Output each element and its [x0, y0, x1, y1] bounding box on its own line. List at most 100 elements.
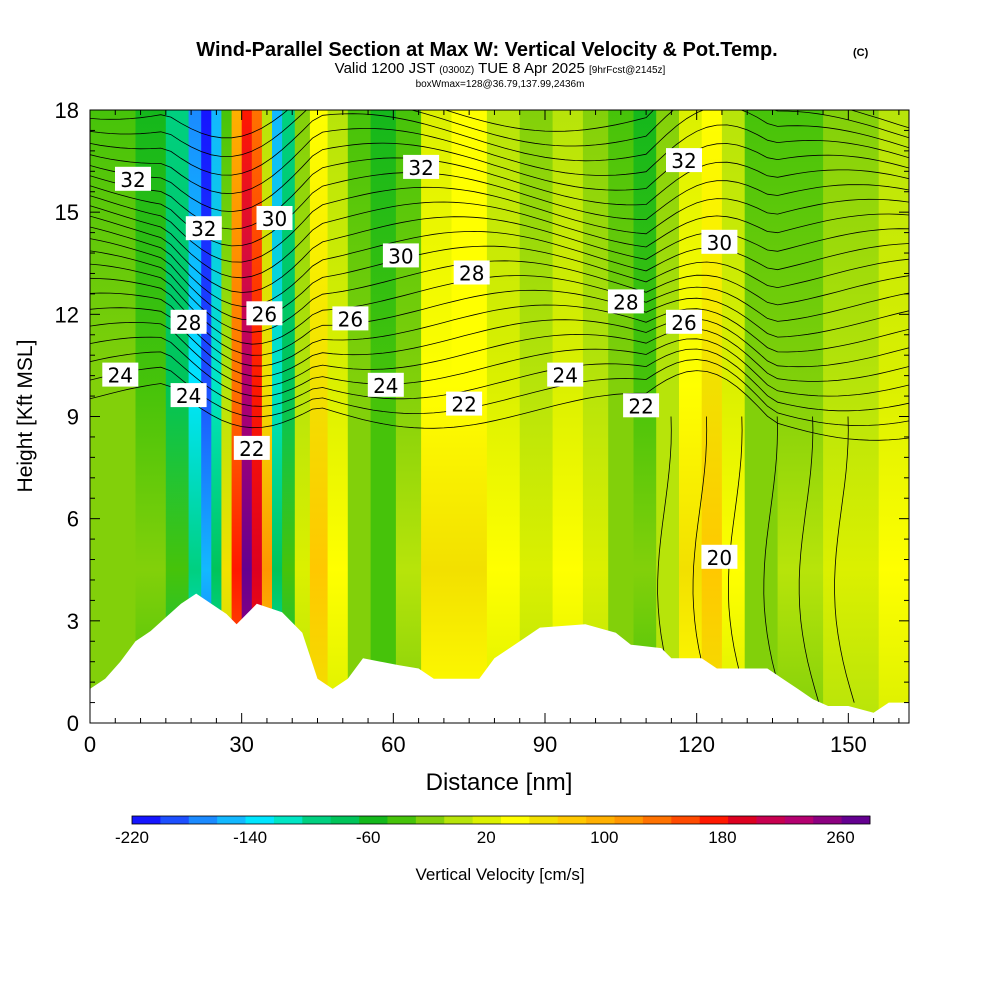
velocity-strip: [294, 110, 311, 723]
contour-label-text: 26: [338, 307, 363, 331]
colorbar-swatch: [557, 816, 587, 824]
colorbar-frame: [131, 815, 871, 825]
isentrope-line: [90, 186, 909, 263]
contour-label: 26: [332, 306, 369, 331]
contour-label: 24: [367, 372, 404, 398]
colorbar-swatch: [728, 816, 757, 824]
contour-label-box: [256, 206, 293, 230]
contour-label: 30: [701, 229, 738, 255]
contour-label-text: 24: [176, 384, 201, 408]
contour-label-box: [185, 216, 222, 241]
colorbar-swatch: [813, 816, 843, 824]
y-tick-label: 6: [67, 507, 79, 532]
contour-label: 32: [185, 216, 222, 241]
contour-label-text: 28: [176, 311, 201, 335]
contour-label: 28: [453, 260, 490, 286]
contour-label-box: [170, 383, 207, 408]
y-tick-label: 9: [67, 405, 79, 430]
colorbar-swatch: [642, 816, 672, 824]
velocity-strip: [395, 110, 422, 723]
velocity-strip: [347, 110, 372, 723]
velocity-strip: [221, 110, 233, 723]
isentrope-line: [90, 370, 909, 441]
isentrope-line: [90, 110, 909, 157]
contour-label: 22: [233, 435, 270, 461]
x-tick-label: 30: [229, 732, 253, 757]
velocity-strip: [656, 110, 680, 723]
contour-label-text: 28: [459, 262, 484, 286]
isentrope-line: [90, 292, 909, 367]
contour-label-box: [607, 289, 644, 314]
velocity-strip: [188, 110, 202, 723]
velocity-field: [90, 110, 909, 723]
contour-label-box: [701, 229, 738, 254]
isentrope-line: [763, 416, 784, 703]
contour-label-text: 22: [628, 394, 653, 418]
colorbar-swatch: [302, 816, 332, 824]
contour-labels: 32 32 30 32 30 28 32 30 28 26 28 26 26 24 24 24 24 22 22 22…: [102, 148, 738, 570]
contour-label: 26: [666, 309, 702, 335]
isentrope-line: [90, 215, 909, 293]
contour-label: 32: [115, 166, 151, 192]
contour-label-box: [382, 243, 419, 268]
isentrope-line: [90, 263, 909, 345]
contour-label-box: [246, 301, 283, 326]
x-tick-label: 90: [533, 732, 557, 757]
velocity-strip: [135, 110, 167, 723]
colorbar-swatch: [472, 816, 502, 824]
contour-label-text: 32: [120, 168, 145, 192]
isentrope-line: [90, 250, 909, 333]
contour-label-text: 28: [613, 290, 638, 314]
y-tick-label: 0: [67, 711, 79, 736]
contour-label-text: 22: [239, 437, 264, 461]
isentrope-line: [90, 238, 909, 321]
colorbar-swatch: [217, 816, 246, 824]
velocity-strip: [701, 110, 723, 723]
valid-prefix: Valid 1200 JST: [335, 60, 435, 77]
contour-label: 30: [256, 206, 293, 231]
isentrope-line: [90, 307, 909, 377]
velocity-strip: [327, 110, 349, 723]
velocity-strip: [241, 110, 253, 723]
contour-label-box: [446, 391, 483, 416]
colorbar-swatch: [132, 816, 161, 824]
contour-label: 32: [403, 154, 440, 180]
colorbar-swatch: [387, 816, 417, 824]
colorbar-swatch: [330, 816, 360, 824]
isentrope-line: [90, 226, 909, 307]
contour-label-box: [666, 148, 702, 173]
colorbar-swatch: [359, 816, 388, 824]
velocity-strip: [272, 110, 283, 723]
contour-label-text: 26: [671, 311, 696, 335]
valid-fcst: [9hrFcst@2145z]: [589, 65, 666, 76]
contour-label-text: 26: [252, 302, 277, 326]
contour-label-box: [170, 309, 207, 334]
colorbar-swatch: [245, 816, 275, 824]
x-tick-label: 120: [678, 732, 715, 757]
velocity-strip: [552, 110, 584, 723]
contour-label: 22: [446, 391, 483, 417]
contour-label-text: 32: [671, 149, 696, 173]
colorbar-swatch: [444, 816, 474, 824]
colorbar-tick-label: -60: [356, 828, 381, 847]
contour-label: 28: [170, 309, 207, 335]
contour-label-box: [403, 154, 440, 179]
velocity-strip: [309, 110, 329, 723]
colorbar-swatch: [501, 816, 530, 824]
isentrope-line: [798, 416, 820, 703]
velocity-strip: [282, 110, 296, 723]
x-axis-label: Distance [nm]: [426, 769, 573, 796]
colorbar-tick-label: -220: [115, 828, 149, 847]
velocity-strip: [519, 110, 554, 723]
velocity-strip: [261, 110, 273, 723]
velocity-strip: [679, 110, 703, 723]
valid-utc: (0300Z): [439, 65, 474, 76]
contour-label: 20: [701, 544, 738, 570]
colorbar-tick-label: 100: [590, 828, 618, 847]
valid-date: TUE 8 Apr 2025: [478, 60, 585, 77]
velocity-strip: [165, 110, 190, 723]
contour-label-text: 32: [191, 217, 216, 241]
colorbar-swatch: [273, 816, 303, 824]
x-tick-label: 0: [84, 732, 96, 757]
